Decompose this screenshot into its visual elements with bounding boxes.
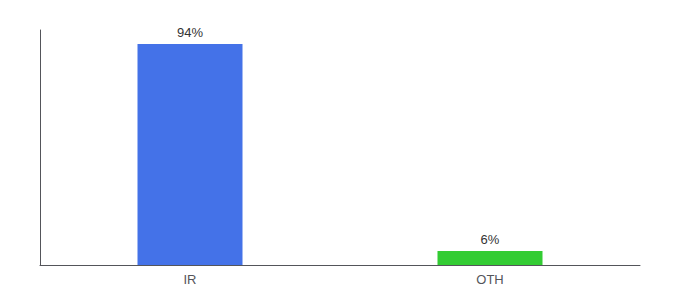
- svg-text:94%: 94%: [177, 25, 203, 40]
- svg-text:OTH: OTH: [476, 272, 503, 287]
- svg-text:IR: IR: [184, 272, 197, 287]
- svg-text:6%: 6%: [481, 232, 500, 247]
